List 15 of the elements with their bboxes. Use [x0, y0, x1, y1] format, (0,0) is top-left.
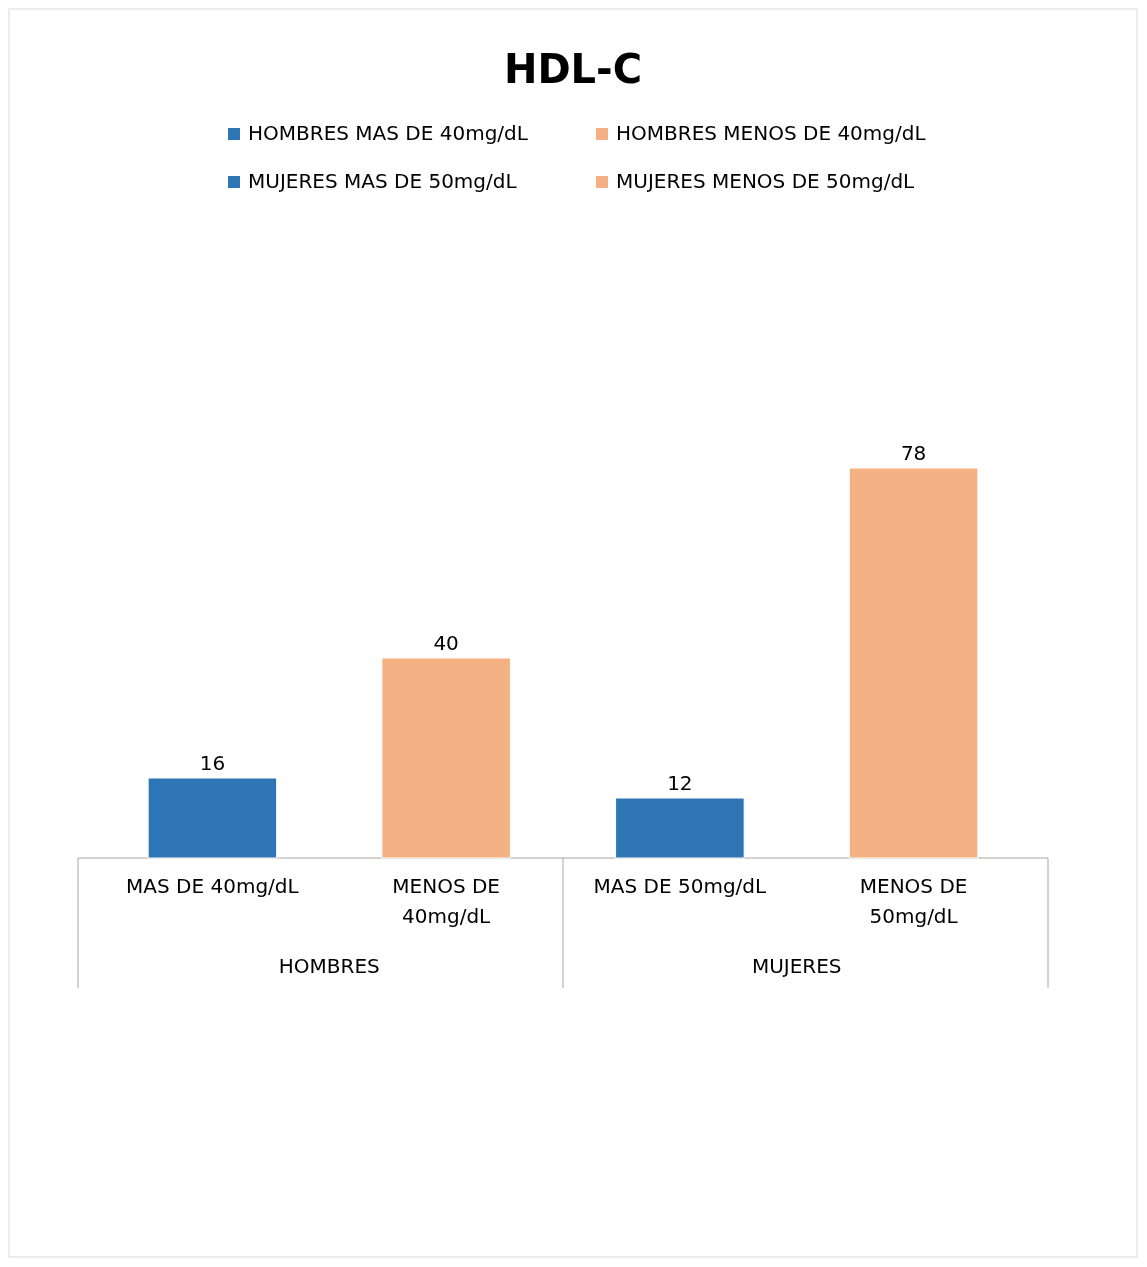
data-label: 16	[199, 751, 226, 775]
data-label: 40	[433, 631, 459, 655]
legend-label: MUJERES MAS DE 50mg/dL	[248, 169, 518, 193]
legend-label: MUJERES MENOS DE 50mg/dL	[616, 169, 916, 193]
text: HOMBRES	[278, 954, 380, 978]
x-tick-label: MENOS DE 40mg/dL	[392, 874, 500, 928]
legend-label: HOMBRES MENOS DE 40mg/dL	[616, 121, 927, 145]
x-tick-label: MENOS DE 50mg/dL	[859, 874, 968, 928]
data-label: 12	[667, 771, 693, 795]
x-tick-label: MAS DE 50mg/dL	[593, 874, 768, 898]
data-label: 78	[900, 441, 927, 465]
x-tick-label: MAS DE 40mg/dL	[126, 874, 300, 898]
chart-title: HDL-C	[503, 46, 643, 92]
text: MUJERES	[751, 954, 842, 978]
legend-label: HOMBRES MAS DE 40mg/dL	[248, 121, 529, 145]
